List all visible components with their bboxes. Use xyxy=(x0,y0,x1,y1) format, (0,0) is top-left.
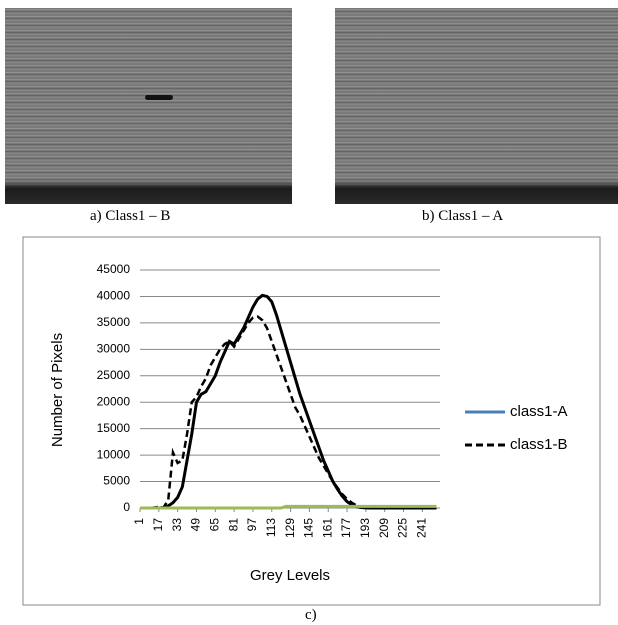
series-line xyxy=(140,315,437,510)
y-tick-label: 45000 xyxy=(97,262,131,276)
y-tick-label: 20000 xyxy=(97,394,131,408)
x-tick-label: 113 xyxy=(264,518,278,537)
x-tick-label: 129 xyxy=(283,518,297,538)
x-tick-label: 49 xyxy=(189,518,203,532)
x-tick-label: 193 xyxy=(358,518,372,538)
x-tick-label: 177 xyxy=(339,518,353,538)
y-tick-label: 15000 xyxy=(97,421,131,435)
legend-label: class1-A xyxy=(510,403,568,420)
x-tick-label: 225 xyxy=(396,518,410,538)
y-tick-label: 35000 xyxy=(97,315,131,329)
y-tick-label: 5000 xyxy=(103,474,130,488)
x-tick-label: 209 xyxy=(377,518,391,538)
y-tick-label: 30000 xyxy=(97,342,131,356)
x-tick-label: 17 xyxy=(151,518,165,532)
x-tick-label: 65 xyxy=(207,518,221,532)
x-tick-label: 81 xyxy=(226,518,240,532)
y-axis-title: Number of Pixels xyxy=(49,333,66,447)
x-axis-title: Grey Levels xyxy=(250,567,330,584)
photo-a xyxy=(5,8,292,204)
legend-label: class1-B xyxy=(510,436,568,453)
y-tick-label: 0 xyxy=(123,500,130,514)
series-line xyxy=(140,293,437,510)
x-tick-label: 33 xyxy=(170,518,184,532)
x-tick-label: 241 xyxy=(415,518,429,538)
x-tick-label: 97 xyxy=(245,518,259,532)
caption: b) Class1 – A xyxy=(422,208,504,224)
chart-frame xyxy=(22,236,601,606)
defect xyxy=(145,95,173,100)
photo-b xyxy=(335,8,618,204)
x-tick-label: 145 xyxy=(302,518,316,538)
x-tick-label: 1 xyxy=(132,518,146,525)
y-tick-label: 10000 xyxy=(97,447,131,461)
y-tick-label: 25000 xyxy=(97,368,131,382)
caption: a) Class1 – B xyxy=(90,208,171,224)
y-tick-label: 40000 xyxy=(97,289,131,303)
x-tick-label: 161 xyxy=(320,518,334,538)
caption: c) xyxy=(305,607,317,623)
series-line xyxy=(140,504,437,510)
